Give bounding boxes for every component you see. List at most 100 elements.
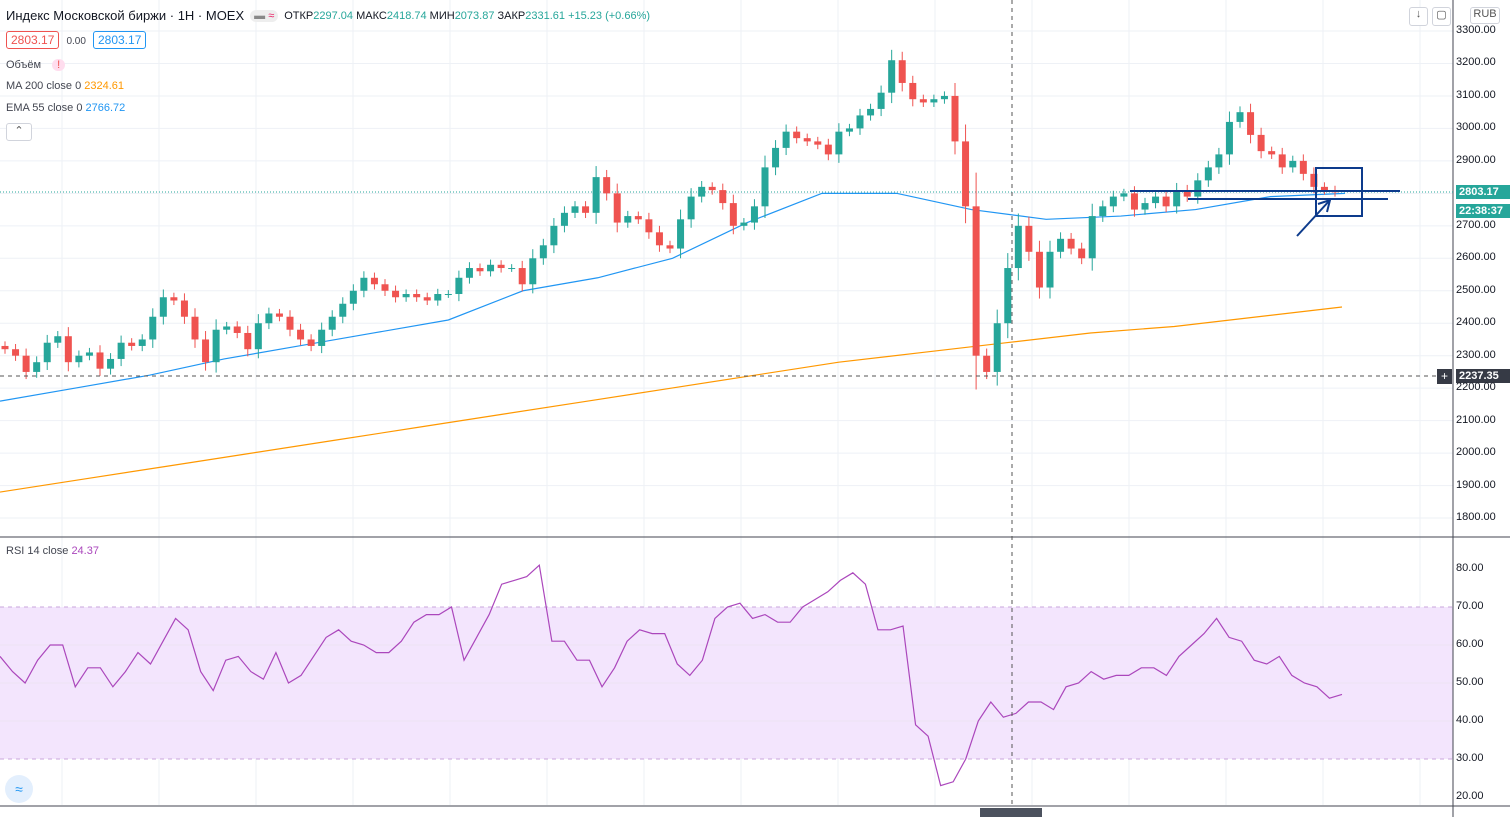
collapse-legend-button[interactable]: ⌃ <box>6 123 32 141</box>
candle-body <box>1130 193 1138 210</box>
candle-body <box>402 294 410 298</box>
candle-body <box>539 245 547 259</box>
candle-body <box>1310 173 1318 187</box>
candle-body <box>360 277 368 291</box>
candle-body <box>476 268 484 272</box>
rsi-line <box>0 564 1343 787</box>
candle-body <box>1141 203 1149 210</box>
candle-body <box>170 297 178 301</box>
price-tick: 2500.00 <box>1456 283 1496 296</box>
sell-button[interactable]: 2803.17 <box>6 31 60 49</box>
candle-body <box>698 186 706 197</box>
candle-body <box>845 128 853 132</box>
candle-body <box>761 167 769 207</box>
candle-body <box>22 355 30 372</box>
countdown-label: 22:38:37 <box>1456 204 1510 218</box>
candle-body <box>159 297 167 317</box>
candle-body <box>149 316 157 340</box>
rsi-legend[interactable]: RSI 14 close 24.37 <box>6 545 99 557</box>
price-tick: 3000.00 <box>1456 121 1496 134</box>
candle-body <box>919 99 927 103</box>
volume-legend[interactable]: Объём ! <box>6 59 66 71</box>
add-alert-icon[interactable]: + <box>1437 369 1452 384</box>
candle-body <box>951 95 959 142</box>
candle-body <box>603 177 611 194</box>
indicator-toggle[interactable]: ▬ ≈ <box>250 9 279 22</box>
candle-body <box>497 264 505 269</box>
candle-body <box>835 131 843 155</box>
candle-body <box>85 352 93 356</box>
candle-body <box>381 284 389 291</box>
candle-body <box>719 190 727 204</box>
crosshair-time-label <box>980 808 1042 817</box>
candle-body <box>645 219 653 233</box>
candle-body <box>212 329 220 363</box>
candle-body <box>1299 160 1307 174</box>
candle-body <box>64 336 72 363</box>
currency-button[interactable]: RUB <box>1470 7 1500 24</box>
candle-body <box>624 216 632 223</box>
buy-button[interactable]: 2803.17 <box>92 31 147 49</box>
candle-body <box>677 219 685 249</box>
candle-body <box>508 268 516 270</box>
candle-body <box>582 206 590 213</box>
candle-body <box>772 147 780 168</box>
candle-body <box>1215 154 1223 168</box>
rsi-tick: 60.00 <box>1456 638 1484 650</box>
candle-body <box>592 177 600 213</box>
candle-body <box>666 245 674 249</box>
ma-legend[interactable]: MA 200 close 0 2324.61 <box>6 80 125 92</box>
symbol-title[interactable]: Индекс Московской биржи · 1H · MOEX <box>6 8 245 23</box>
ema-legend[interactable]: EMA 55 close 0 2766.72 <box>6 102 126 114</box>
candle-body <box>909 82 917 100</box>
price-tick: 2200.00 <box>1456 381 1496 394</box>
candle-body <box>1268 151 1276 155</box>
candle-body <box>444 294 452 296</box>
candle-body <box>1099 206 1107 217</box>
rsi-tick: 20.00 <box>1456 790 1484 802</box>
candle-body <box>233 326 241 333</box>
candle-body <box>613 193 621 223</box>
fullscreen-icon[interactable]: ▢ <box>1432 7 1451 26</box>
candle-body <box>413 294 421 298</box>
candle-body <box>1247 112 1255 135</box>
candle-body <box>128 342 136 346</box>
candle-body <box>1004 268 1012 324</box>
candle-body <box>275 313 283 317</box>
logo-icon[interactable]: ≈ <box>5 775 33 803</box>
scroll-down-icon[interactable]: ↓ <box>1409 7 1428 26</box>
last-price-label: 2803.17 <box>1456 185 1510 199</box>
candle-body <box>550 225 558 246</box>
candle-body <box>803 138 811 142</box>
candle-body <box>655 232 663 246</box>
candle-body <box>983 355 991 372</box>
candle-body <box>1 345 9 350</box>
candle-body <box>1046 251 1054 288</box>
candle-body <box>571 206 579 213</box>
warning-icon: ! <box>52 59 66 71</box>
candle-body <box>687 196 695 220</box>
candle-body <box>856 115 864 129</box>
candle-body <box>307 339 315 346</box>
candle-body <box>1067 238 1075 249</box>
candle-body <box>518 268 526 285</box>
candle-body <box>392 290 400 298</box>
candle-body <box>138 339 146 346</box>
candle-body <box>339 303 347 317</box>
rsi-tick: 70.00 <box>1456 600 1484 612</box>
candle-body <box>782 131 790 148</box>
candle-body <box>349 290 357 304</box>
candle-body <box>12 349 20 356</box>
candle-body <box>244 332 252 350</box>
candle-body <box>867 108 875 116</box>
candle-body <box>487 264 495 272</box>
candle-body <box>202 339 210 363</box>
candle-body <box>423 297 431 301</box>
candle-body <box>434 294 442 301</box>
candle-body <box>729 203 737 226</box>
price-tick: 3300.00 <box>1456 24 1496 36</box>
candle-body <box>529 258 537 285</box>
candle-body <box>465 268 473 278</box>
ma200-line <box>0 306 1343 493</box>
